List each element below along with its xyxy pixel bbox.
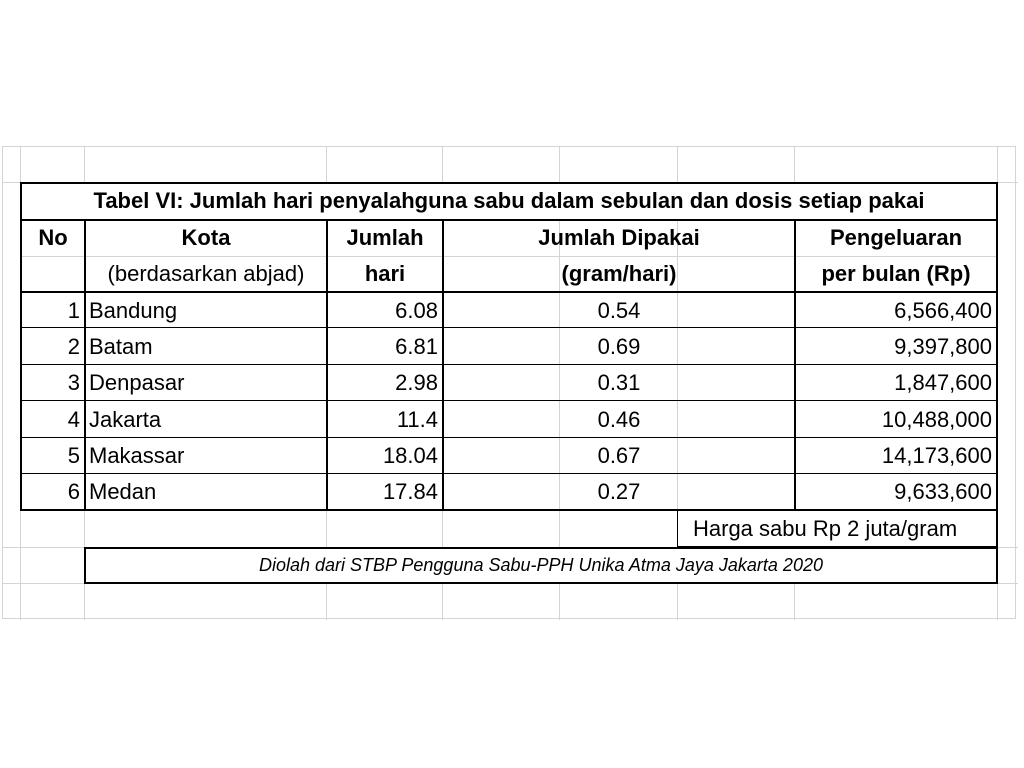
row-border <box>20 327 998 328</box>
cell-gram: 0.67 <box>597 443 641 468</box>
cell-rp: 9,397,800 <box>894 334 992 359</box>
cell-hari: 17.84 <box>382 479 438 504</box>
col-border-hari <box>442 219 444 511</box>
cell-rp: 1,847,600 <box>894 370 992 395</box>
cell-rp: 6,566,400 <box>894 298 992 323</box>
cell-no: 2 <box>67 334 80 359</box>
note-border-bottom <box>677 546 998 547</box>
cell-kota: Denpasar <box>89 370 185 395</box>
cell-no: 3 <box>67 370 80 395</box>
header-no: No <box>38 225 68 250</box>
header-kota: Kota <box>181 225 231 250</box>
table-background <box>20 183 997 510</box>
table-border-bottom <box>20 509 998 511</box>
grid-col-line <box>559 220 560 292</box>
header-pengeluaran-sub: per bulan (Rp) <box>821 261 971 286</box>
col-border-kota <box>326 219 328 511</box>
cell-kota: Makassar <box>89 443 185 468</box>
cell-gram: 0.27 <box>597 479 641 504</box>
source-border-right <box>996 547 998 584</box>
cell-gram: 0.46 <box>597 407 641 432</box>
grid-col-line <box>677 292 678 510</box>
row-border <box>20 473 998 474</box>
cell-rp: 14,173,600 <box>881 443 992 468</box>
cell-kota: Bandung <box>89 298 178 323</box>
price-note: Harga sabu Rp 2 juta/gram <box>693 516 958 541</box>
source-border-bottom <box>84 582 998 584</box>
cell-rp: 10,488,000 <box>881 407 992 432</box>
col-border-no <box>84 219 86 511</box>
note-border-left <box>677 510 678 547</box>
header-kota-sub: (berdasarkan abjad) <box>107 261 305 286</box>
cell-kota: Medan <box>89 479 157 504</box>
table-border-right <box>996 182 998 548</box>
grid-col-line <box>677 220 678 292</box>
cell-hari: 18.04 <box>382 443 438 468</box>
title-border-bottom <box>20 219 998 221</box>
row-border <box>20 364 998 365</box>
row-border <box>20 437 998 438</box>
table-border-top <box>20 182 998 184</box>
cell-hari: 6.08 <box>395 298 438 323</box>
cell-gram: 0.54 <box>597 298 641 323</box>
source-note: Diolah dari STBP Pengguna Sabu-PPH Unika… <box>259 555 823 575</box>
header-dipakai: Jumlah Dipakai <box>538 225 700 250</box>
header-jumlah: Jumlah <box>346 225 424 250</box>
sheet-grid <box>2 146 1016 619</box>
header-split-line <box>20 256 996 257</box>
row-border <box>20 400 998 401</box>
col-border-gram <box>794 219 796 511</box>
cell-no: 6 <box>67 479 80 504</box>
source-border-left <box>84 547 86 584</box>
cell-hari: 6.81 <box>395 334 438 359</box>
note-background <box>677 511 997 547</box>
table-border-left <box>20 182 22 511</box>
header-border-bottom <box>20 291 998 293</box>
source-border-top <box>84 547 998 549</box>
cell-no: 1 <box>67 298 80 323</box>
cell-no: 5 <box>67 443 80 468</box>
header-pengeluaran: Pengeluaran <box>829 225 963 250</box>
header-jumlah-sub: hari <box>364 261 406 286</box>
header-dipakai-sub: (gram/hari) <box>561 261 677 286</box>
cell-gram: 0.31 <box>597 370 641 395</box>
cell-kota: Jakarta <box>89 407 162 432</box>
source-background <box>85 548 997 583</box>
cell-rp: 9,633,600 <box>894 479 992 504</box>
cell-no: 4 <box>67 407 80 432</box>
cell-hari: 11.4 <box>396 407 438 432</box>
cell-kota: Batam <box>89 334 153 359</box>
grid-col-line <box>559 292 560 510</box>
table-title: Tabel VI: Jumlah hari penyalahguna sabu … <box>93 188 925 213</box>
cell-hari: 2.98 <box>395 370 438 395</box>
cell-gram: 0.69 <box>597 334 641 359</box>
